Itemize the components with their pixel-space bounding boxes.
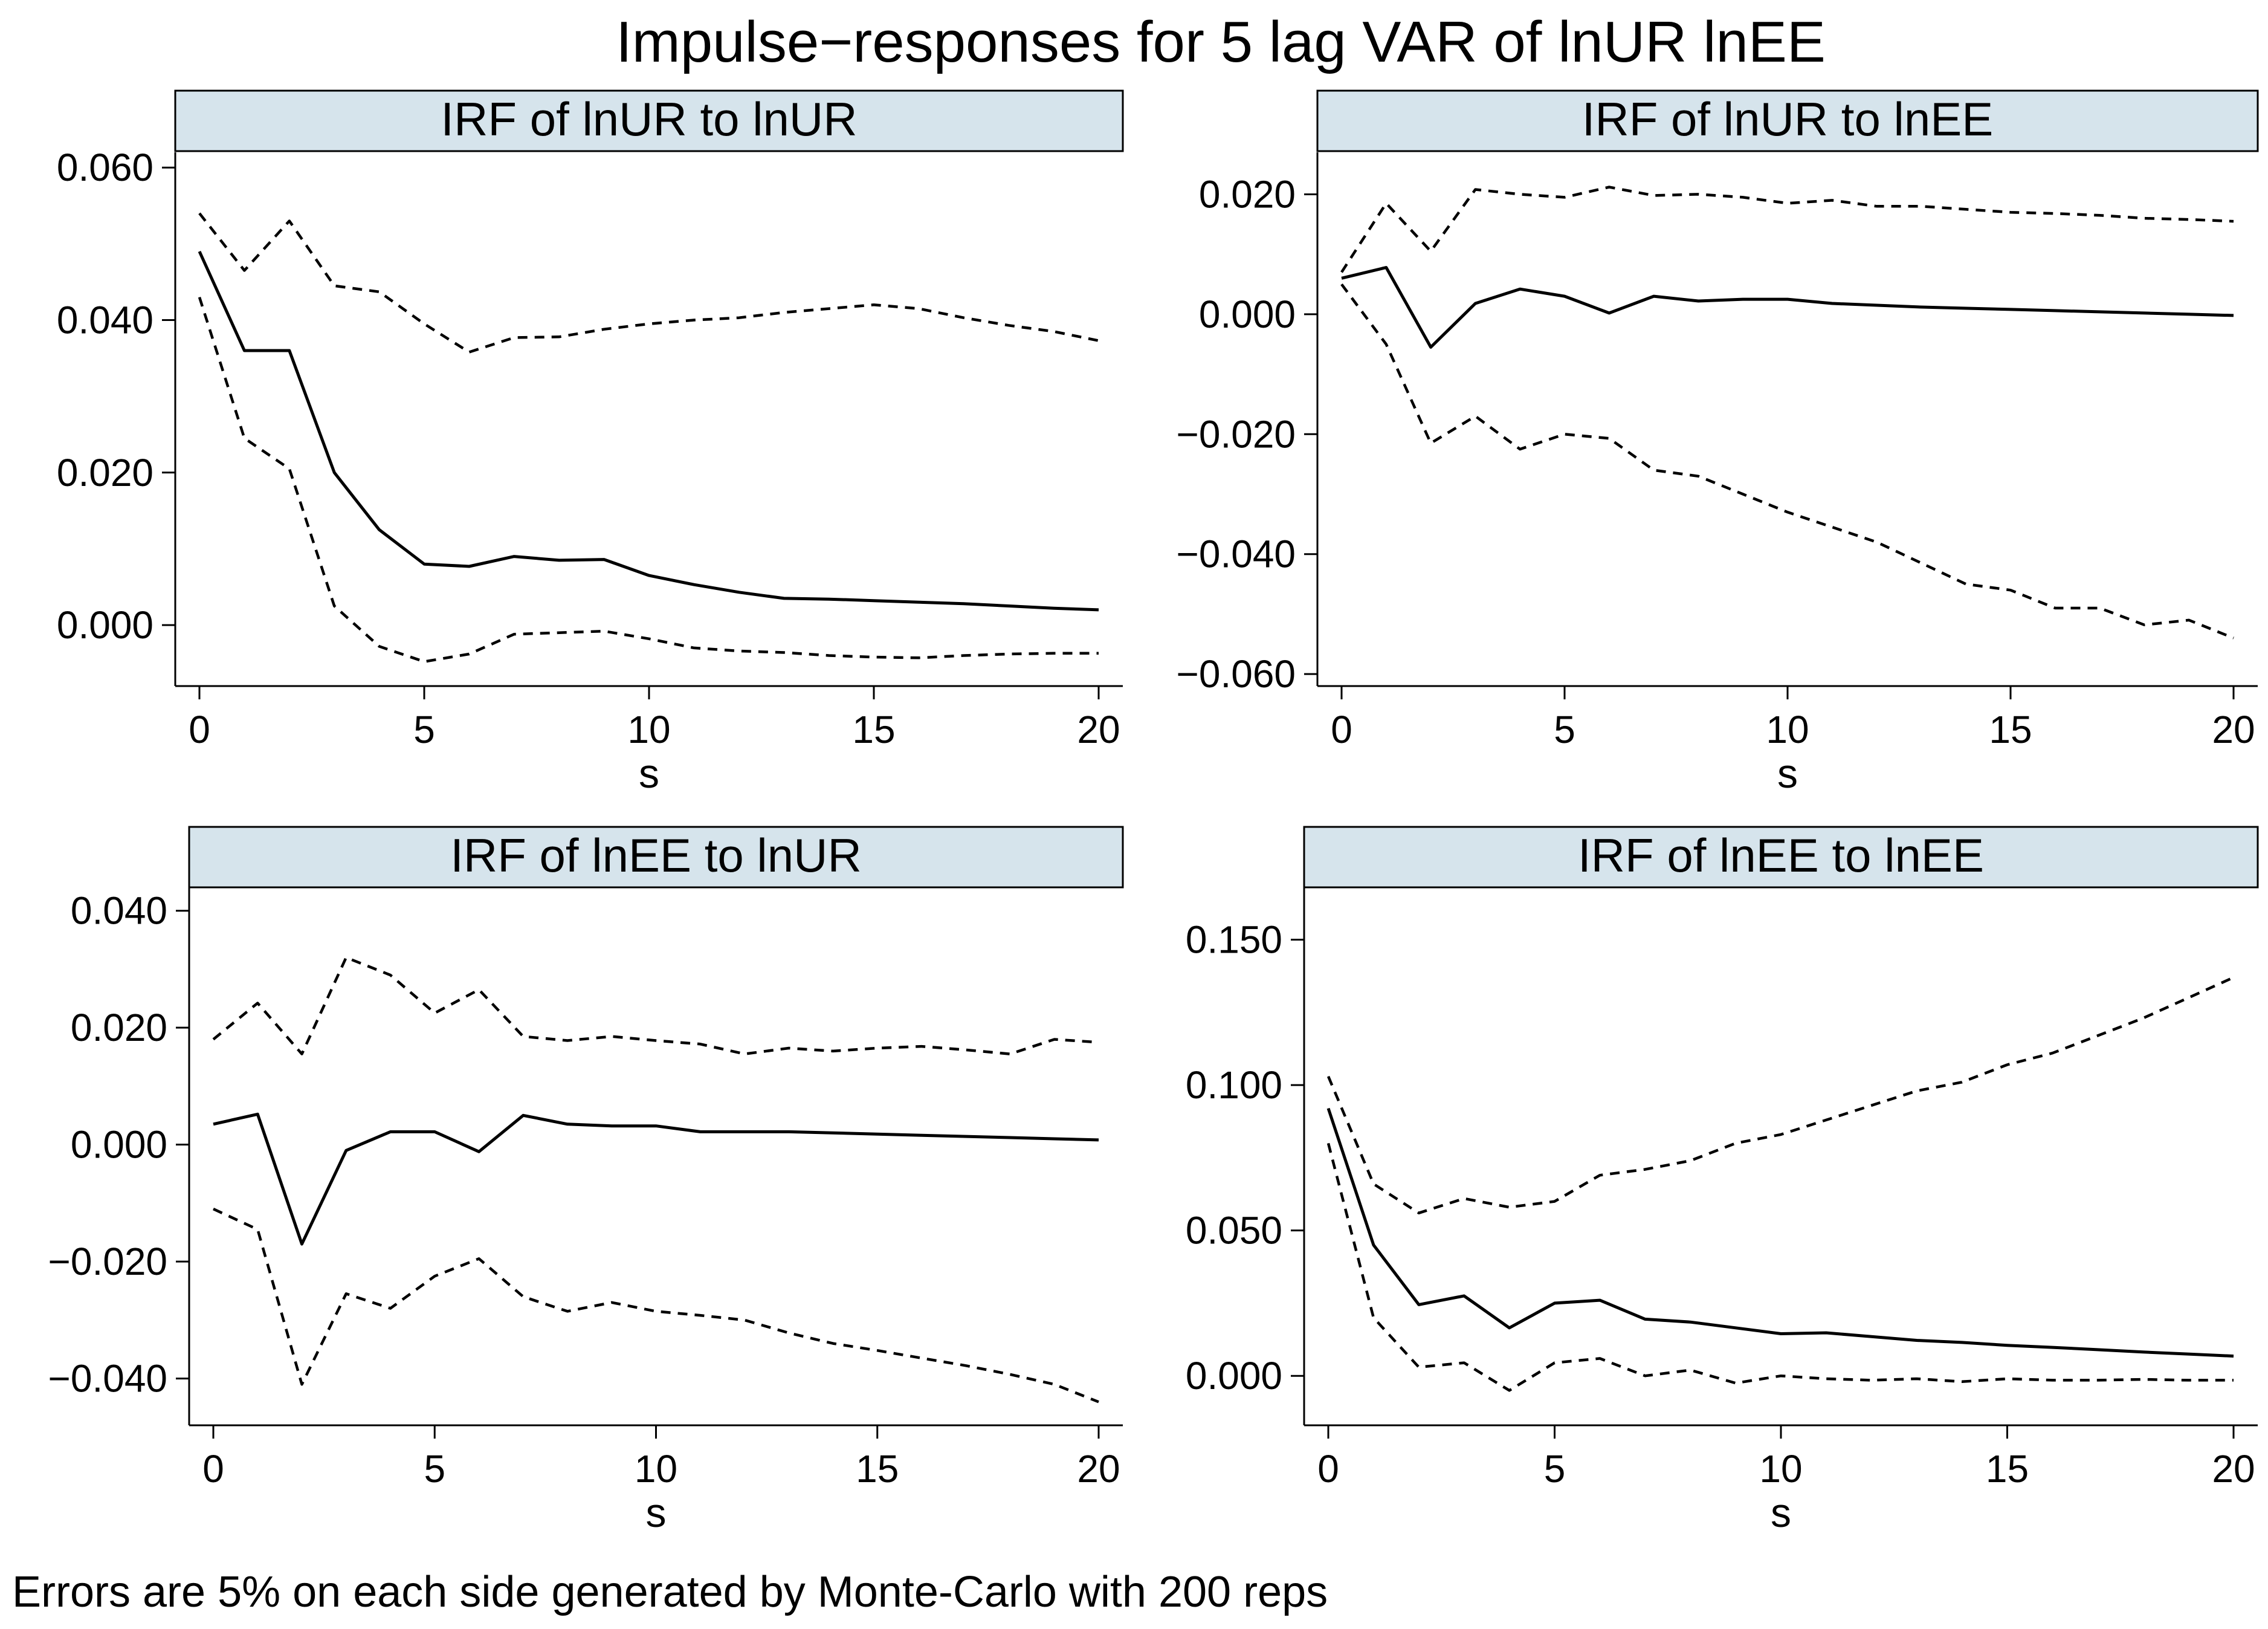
series-irf-line <box>1341 266 2234 349</box>
y-tick-label: 0.000 <box>1199 293 1296 336</box>
panel-title-strip <box>1316 89 2259 152</box>
y-tick-label: 0.020 <box>71 1006 167 1049</box>
series-upper-line <box>1340 186 2234 273</box>
footnote: Errors are 5% on each side generated by … <box>12 1568 1328 1616</box>
y-tick-label: 0.060 <box>57 146 153 189</box>
x-tick-label: 10 <box>1766 708 1809 751</box>
y-tick-label: −0.040 <box>1176 533 1296 576</box>
x-tick-label: 0 <box>1331 708 1352 751</box>
x-tick-label: 15 <box>1989 708 2032 751</box>
x-tick-label: 10 <box>1759 1447 1802 1491</box>
y-tick-label: −0.020 <box>1176 412 1296 456</box>
panel-title-strip <box>1303 826 2259 889</box>
series-lower-line <box>1340 283 2234 640</box>
x-tick-label: 0 <box>202 1447 224 1491</box>
x-tick-label: 5 <box>1544 1447 1566 1491</box>
y-tick-label: 0.000 <box>71 1123 167 1167</box>
x-tick-label: 15 <box>852 708 895 751</box>
x-tick-label: 5 <box>1554 708 1575 751</box>
x-tick-label: 10 <box>635 1447 677 1491</box>
y-tick-label: 0.040 <box>71 889 167 933</box>
panel-irf-lnur-to-lnur: IRF of lnUR to lnUR s 0.060 0.040 0.020 0.0… <box>57 89 1124 797</box>
x-axis-label: s <box>639 751 659 797</box>
x-tick-label: 0 <box>189 708 210 751</box>
panel-title: IRF of lnEE to lnUR <box>450 829 862 882</box>
panel-title: IRF of lnEE to lnEE <box>1578 829 1984 882</box>
panel-irf-lnur-to-lnee: IRF of lnUR to lnEE s 0.020 0.000 −0.020 −0… <box>1176 89 2259 797</box>
panel-title-strip <box>188 826 1124 889</box>
x-tick-label: 20 <box>1077 1447 1120 1491</box>
series-irf-line <box>1326 1107 2234 1358</box>
x-tick-label: 5 <box>413 708 435 751</box>
series-upper-line <box>1326 976 2234 1215</box>
y-tick-label: 0.020 <box>1199 172 1296 216</box>
y-tick-label: −0.040 <box>48 1357 167 1401</box>
series-irf-line <box>198 250 1099 612</box>
series-upper-line <box>198 212 1099 354</box>
y-tick-label: 0.040 <box>57 299 153 342</box>
panel-title-strip <box>174 89 1124 152</box>
y-tick-label: 0.150 <box>1186 918 1282 962</box>
series-lower-line <box>213 1208 1099 1404</box>
y-tick-label: 0.020 <box>57 451 153 494</box>
y-tick-label: 0.000 <box>57 603 153 647</box>
x-tick-label: 15 <box>856 1447 899 1491</box>
y-tick-label: 0.100 <box>1186 1063 1282 1107</box>
x-tick-label: 20 <box>1077 708 1120 751</box>
panel-title: IRF of lnUR to lnEE <box>1582 92 1994 146</box>
x-axis-label: s <box>646 1490 667 1536</box>
series-upper-line <box>212 956 1099 1055</box>
x-tick-label: 20 <box>2212 708 2255 751</box>
panel-irf-lnee-to-lnur: IRF of lnEE to lnUR s 0.040 0.020 0.000 −0.… <box>48 826 1124 1536</box>
y-tick-label: 0.000 <box>1186 1354 1282 1397</box>
series-lower-line <box>198 297 1099 663</box>
x-tick-label: 20 <box>2212 1447 2255 1491</box>
x-axis-label: s <box>1777 751 1798 797</box>
y-tick-label: 0.050 <box>1186 1209 1282 1252</box>
x-tick-label: 0 <box>1317 1447 1339 1491</box>
x-tick-label: 15 <box>1986 1447 2029 1491</box>
panel-irf-lnee-to-lnee: IRF of lnEE to lnEE s 0.150 0.100 0.050 0.0… <box>1186 826 2259 1536</box>
x-tick-label: 5 <box>424 1447 445 1491</box>
y-tick-label: −0.020 <box>48 1240 167 1283</box>
series-irf-line <box>213 1112 1099 1246</box>
figure-title: Impulse−responses for 5 lag VAR of lnUR … <box>616 10 1826 74</box>
x-axis-label: s <box>1771 1490 1791 1536</box>
x-tick-label: 10 <box>627 708 670 751</box>
y-tick-label: −0.060 <box>1176 652 1296 696</box>
panel-title: IRF of lnUR to lnUR <box>441 92 857 146</box>
series-lower-line <box>1326 1142 2234 1392</box>
